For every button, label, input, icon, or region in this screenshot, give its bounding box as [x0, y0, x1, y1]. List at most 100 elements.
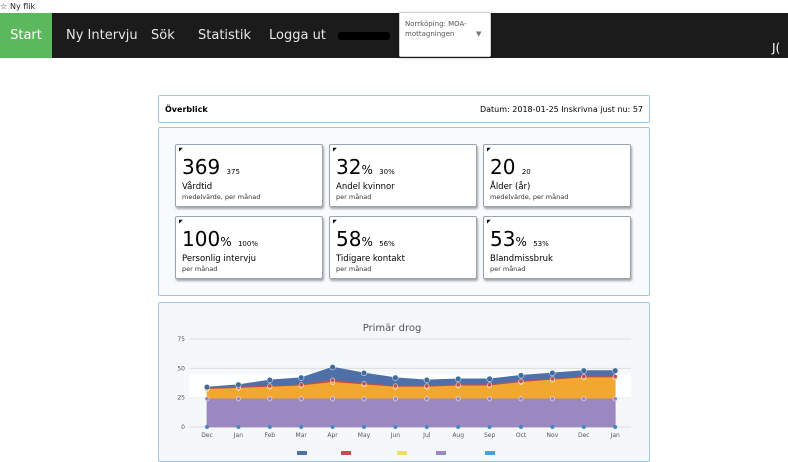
- stat-card-tidigare-kontakt[interactable]: ◤ 58% 56% Tidigare kontakt per månad: [329, 216, 477, 279]
- baseline-point: [456, 425, 461, 429]
- data-point: [298, 374, 305, 381]
- stat-previous: 30%: [379, 168, 395, 176]
- data-point: [486, 375, 493, 382]
- data-point: [329, 364, 336, 371]
- nav-logout[interactable]: Logga ut: [269, 28, 326, 43]
- location-line-2: mottagningen: [405, 30, 455, 38]
- data-point: [518, 396, 524, 402]
- legend-swatch: [436, 451, 446, 455]
- overview-date: Datum: 2018-01-25 Inskrivna just nu: 57: [479, 105, 643, 114]
- nav-new-interview[interactable]: Ny Intervju: [66, 28, 138, 43]
- data-point: [423, 377, 430, 384]
- data-point: [487, 382, 493, 388]
- stat-description: per månad: [182, 265, 218, 273]
- dropdown-caret-icon: ▼: [476, 30, 482, 38]
- location-select[interactable]: Norrköping: MOA- mottagningen ▼: [399, 12, 491, 57]
- data-point: [330, 396, 336, 402]
- brand-logo: J(: [772, 41, 781, 55]
- data-point: [361, 396, 367, 402]
- legend-swatch: [485, 451, 495, 455]
- stat-previous: 100%: [237, 240, 258, 248]
- stat-card-andel-kvinnor[interactable]: ◤ 32% 30% Andel kvinnor per månad: [329, 144, 477, 207]
- stat-value: 32: [336, 155, 362, 179]
- baseline-point: [487, 425, 492, 429]
- data-point: [424, 383, 430, 389]
- baseline-point: [362, 425, 366, 429]
- x-tick-label: Nov: [547, 432, 559, 439]
- data-point: [455, 396, 461, 402]
- data-point: [392, 383, 398, 389]
- corner-mark-icon: ◤: [179, 147, 183, 153]
- corner-mark-icon: ◤: [487, 219, 491, 225]
- x-tick-label: Sep: [484, 432, 496, 439]
- baseline-point: [424, 425, 429, 429]
- data-point: [580, 367, 587, 374]
- corner-mark-icon: ◤: [179, 219, 183, 225]
- data-point: [612, 367, 619, 374]
- stat-description: per månad: [336, 193, 372, 201]
- x-tick-label: Aug: [452, 432, 464, 439]
- stat-card-blandmissbruk[interactable]: ◤ 53% 53% Blandmissbruk per månad: [483, 216, 631, 279]
- baseline-point: [267, 425, 272, 429]
- legend-swatch: [397, 451, 407, 455]
- corner-mark-icon: ◤: [333, 219, 337, 225]
- data-point: [330, 377, 336, 383]
- data-point: [455, 382, 461, 388]
- nav-start[interactable]: Start: [0, 13, 52, 58]
- data-point: [392, 374, 399, 381]
- x-tick-label: Oct: [516, 432, 527, 439]
- x-tick-label: Dec: [578, 432, 590, 439]
- stat-previous: 53%: [533, 240, 549, 248]
- browser-tab[interactable]: ☆ Ny flik: [0, 0, 788, 13]
- data-point: [298, 382, 304, 388]
- stat-card-vardtid[interactable]: ◤ 369 375 Vårdtid medelvärde, per månad: [175, 144, 323, 207]
- data-point: [267, 383, 273, 389]
- nav-search[interactable]: Sök: [151, 28, 175, 43]
- location-line-1: Norrköping: MOA-: [405, 20, 467, 28]
- legend-swatch: [341, 451, 351, 455]
- baseline-point: [236, 425, 241, 429]
- stat-label: Andel kvinnor: [336, 182, 395, 192]
- data-point: [298, 396, 304, 402]
- x-tick-label: Jan: [610, 432, 620, 439]
- data-point: [549, 376, 555, 382]
- chart-panel: Primär drog 0 25 50 75 Dec Jan Feb Mar Apr May Jun J…: [158, 302, 650, 462]
- data-point: [549, 369, 556, 377]
- data-point: [235, 381, 242, 388]
- data-point: [267, 396, 273, 402]
- nav-statistics[interactable]: Statistik: [198, 28, 252, 43]
- data-point: [203, 384, 211, 391]
- stat-card-personlig-intervju[interactable]: ◤ 100% 100% Personlig intervju per månad: [175, 216, 323, 279]
- data-point: [581, 396, 587, 402]
- stat-previous: 375: [226, 168, 240, 176]
- star-icon: ☆: [0, 2, 8, 11]
- data-point: [424, 396, 430, 402]
- stat-unit: %: [515, 235, 527, 249]
- overview-header: Överblick Datum: 2018-01-25 Inskrivna ju…: [158, 95, 650, 123]
- baseline-point: [299, 425, 304, 429]
- data-point: [612, 396, 618, 402]
- stat-label: Vårdtid: [182, 182, 213, 192]
- stat-value: 20: [490, 155, 516, 179]
- data-point: [204, 396, 210, 402]
- x-tick-label: Feb: [264, 432, 275, 439]
- stat-label: Ålder (år): [490, 182, 531, 192]
- stat-description: medelvärde, per månad: [490, 193, 569, 201]
- x-tick-label: Jul: [422, 432, 431, 439]
- stat-unit: %: [361, 235, 373, 249]
- stats-cards-panel: ◤ 369 375 Vårdtid medelvärde, per månad …: [158, 127, 650, 296]
- stat-value: 369: [182, 155, 221, 179]
- stat-description: per månad: [490, 265, 526, 273]
- data-point: [517, 372, 525, 379]
- data-point: [518, 378, 524, 384]
- x-tick-label: Apr: [327, 432, 338, 439]
- data-point: [581, 374, 587, 379]
- stat-card-alder[interactable]: ◤ 20 20 Ålder (år) medelvärde, per månad: [483, 144, 631, 207]
- stat-label: Tidigare kontakt: [336, 254, 405, 264]
- data-point: [612, 374, 618, 379]
- primary-drug-chart: Primär drog 0 25 50 75 Dec Jan Feb Mar Apr May Jun J…: [177, 323, 631, 455]
- data-point: [235, 396, 241, 402]
- data-point: [361, 381, 367, 387]
- x-tick-label: Jan: [233, 432, 243, 439]
- data-point: [455, 375, 462, 382]
